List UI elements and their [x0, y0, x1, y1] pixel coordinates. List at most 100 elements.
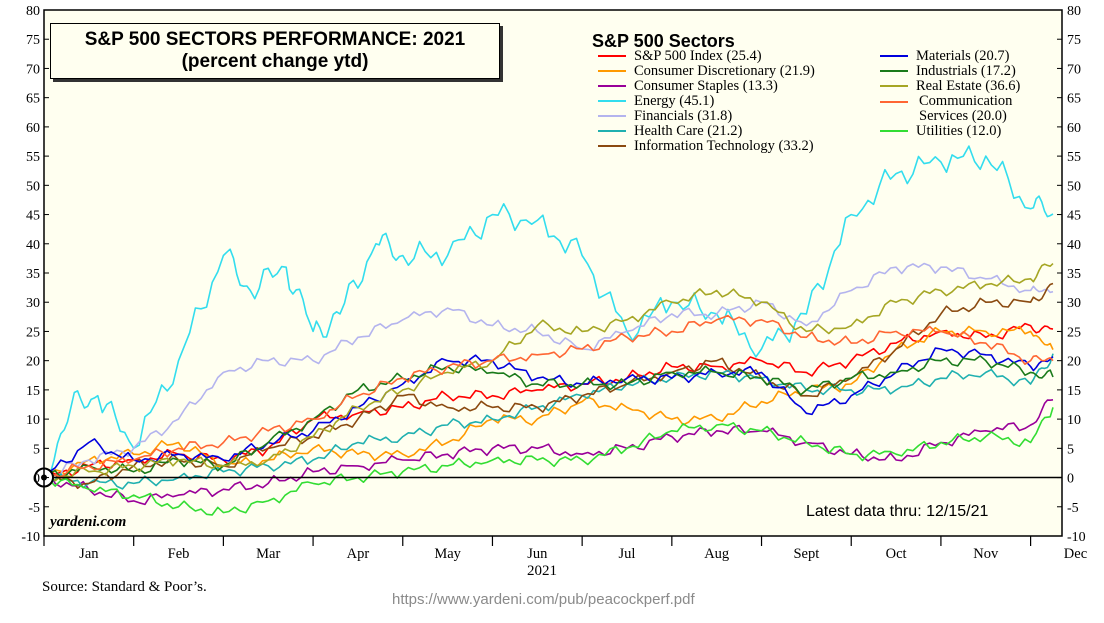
legend-item-consumer-staples: Consumer Staples (13.3): [598, 79, 778, 94]
legend-label: Real Estate (36.6): [916, 78, 1021, 95]
y-tick-label-right: 55: [1067, 150, 1081, 165]
legend-label: Utilities (12.0): [916, 123, 1002, 140]
y-tick-label-left: 65: [26, 92, 40, 107]
y-tick-label-left: 20: [26, 355, 40, 370]
x-tick-label: Oct: [886, 546, 907, 562]
legend-label: Consumer Staples (13.3): [634, 78, 778, 95]
legend-title: S&P 500 Sectors: [592, 31, 735, 51]
series-line-7: [43, 282, 1054, 490]
y-tick-label-left: -10: [21, 530, 40, 545]
y-tick-label-right: -10: [1067, 530, 1086, 545]
legend-item-materials: Materials (20.7): [880, 49, 1009, 64]
legend-swatch: [598, 129, 626, 132]
y-tick-label-left: 10: [26, 413, 40, 428]
y-tick-label-left: 70: [26, 62, 40, 77]
x-tick-label: Jan: [79, 546, 99, 562]
chart-title-box: S&P 500 SECTORS PERFORMANCE: 2021 (perce…: [50, 23, 500, 79]
legend-label: Industrials (17.2): [916, 63, 1016, 80]
y-tick-label-left: 15: [26, 384, 40, 399]
legend-label: Health Care (21.2): [634, 123, 743, 140]
y-tick-label-left: 25: [26, 325, 40, 340]
legend-swatch: [598, 54, 626, 57]
y-tick-label-right: 5: [1067, 442, 1074, 457]
yardeni-watermark: yardeni.com: [50, 514, 127, 530]
latest-data-note: Latest data thru: 12/15/21: [806, 503, 989, 520]
x-tick-label: Jun: [527, 546, 548, 562]
legend-item-consumer-discretionary: Consumer Discretionary (21.9): [598, 64, 815, 79]
y-tick-label-left: 80: [26, 4, 40, 19]
legend-swatch: [598, 69, 626, 72]
x-axis-year-label: 2021: [527, 563, 557, 579]
legend-swatch: [880, 54, 908, 57]
y-tick-label-left: 50: [26, 179, 40, 194]
x-tick-label: Sept: [793, 546, 819, 562]
source-url: https://www.yardeni.com/pub/peacockperf.…: [392, 591, 695, 608]
legend-label: Consumer Discretionary (21.9): [634, 63, 815, 80]
legend-swatch: [880, 69, 908, 72]
legend-swatch: [598, 144, 626, 147]
series-line-8: [43, 347, 1054, 479]
legend-item-information-technology: Information Technology (33.2): [598, 139, 814, 154]
x-tick-label: Feb: [168, 546, 190, 562]
series-line-1: [43, 322, 1054, 479]
y-tick-label-left: 45: [26, 209, 40, 224]
legend-label: Communication Services (20.0): [919, 93, 1013, 124]
legend-item-financials: Financials (31.8): [598, 109, 732, 124]
series-line-10: [43, 263, 1054, 482]
y-tick-label-right: 15: [1067, 384, 1081, 399]
legend-item-utilities: Utilities (12.0): [880, 124, 1001, 139]
x-tick-label: Nov: [973, 546, 999, 562]
legend-label: S&P 500 Index (25.4): [634, 48, 762, 65]
y-tick-label-right: 0: [1067, 472, 1074, 487]
y-tick-label-right: 45: [1067, 209, 1081, 224]
y-tick-label-right: 20: [1067, 355, 1081, 370]
series-line-5: [43, 262, 1054, 479]
legend-swatch: [598, 84, 626, 87]
source-note: Source: Standard & Poor’s.: [42, 579, 207, 595]
legend-label: Energy (45.1): [634, 93, 715, 110]
y-tick-label-left: 55: [26, 150, 40, 165]
legend-swatch: [598, 114, 626, 117]
plot-background: [44, 10, 1062, 536]
series-line-3: [43, 399, 1054, 506]
legend-label: Materials (20.7): [916, 48, 1010, 65]
y-tick-label-right: 25: [1067, 325, 1081, 340]
y-tick-label-right: 80: [1067, 4, 1081, 19]
legend-item-energy: Energy (45.1): [598, 94, 714, 109]
x-tick-label: Jul: [619, 546, 636, 562]
y-tick-label-right: 40: [1067, 238, 1081, 253]
y-tick-label-right: 65: [1067, 92, 1081, 107]
y-tick-label-right: 75: [1067, 33, 1081, 48]
x-tick-label: May: [434, 546, 461, 562]
legend-swatch: [880, 84, 908, 87]
y-tick-label-left: 30: [26, 296, 40, 311]
series-lines: [43, 145, 1054, 516]
legend-item-health-care: Health Care (21.2): [598, 124, 742, 139]
legend-item-sp500: S&P 500 Index (25.4): [598, 49, 762, 64]
y-tick-label-left: 5: [33, 442, 40, 457]
chart-title: S&P 500 SECTORS PERFORMANCE: 2021: [84, 29, 466, 50]
x-tick-label: Dec: [1064, 546, 1087, 562]
chart-subtitle: (percent change ytd): [181, 51, 369, 72]
x-tick-label: Apr: [347, 546, 370, 562]
series-line-12: [43, 407, 1054, 516]
y-tick-label-left: 75: [26, 33, 40, 48]
y-tick-label-right: 70: [1067, 62, 1081, 77]
y-tick-label-left: 35: [26, 267, 40, 282]
series-line-9: [43, 355, 1054, 479]
series-line-4: [43, 145, 1054, 479]
x-tick-label: Mar: [256, 546, 280, 562]
series-line-11: [43, 314, 1054, 480]
y-tick-label-right: 30: [1067, 296, 1081, 311]
y-tick-label-right: 50: [1067, 179, 1081, 194]
x-tick-label: Aug: [704, 546, 729, 562]
legend-item-industrials: Industrials (17.2): [880, 64, 1016, 79]
legend-label: Financials (31.8): [634, 108, 733, 125]
legend-swatch: [880, 101, 908, 103]
y-tick-label-left: 60: [26, 121, 40, 136]
legend-item-communication-services: Communication Services (20.0): [880, 94, 1040, 124]
legend-item-real-estate: Real Estate (36.6): [880, 79, 1020, 94]
y-tick-label-left: -5: [28, 501, 40, 516]
